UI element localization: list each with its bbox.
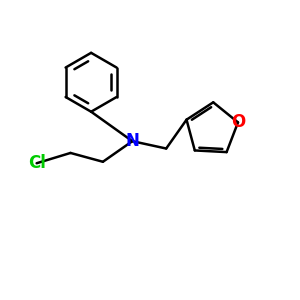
Text: Cl: Cl <box>28 154 46 172</box>
Text: N: N <box>125 132 139 150</box>
Text: O: O <box>231 113 245 131</box>
